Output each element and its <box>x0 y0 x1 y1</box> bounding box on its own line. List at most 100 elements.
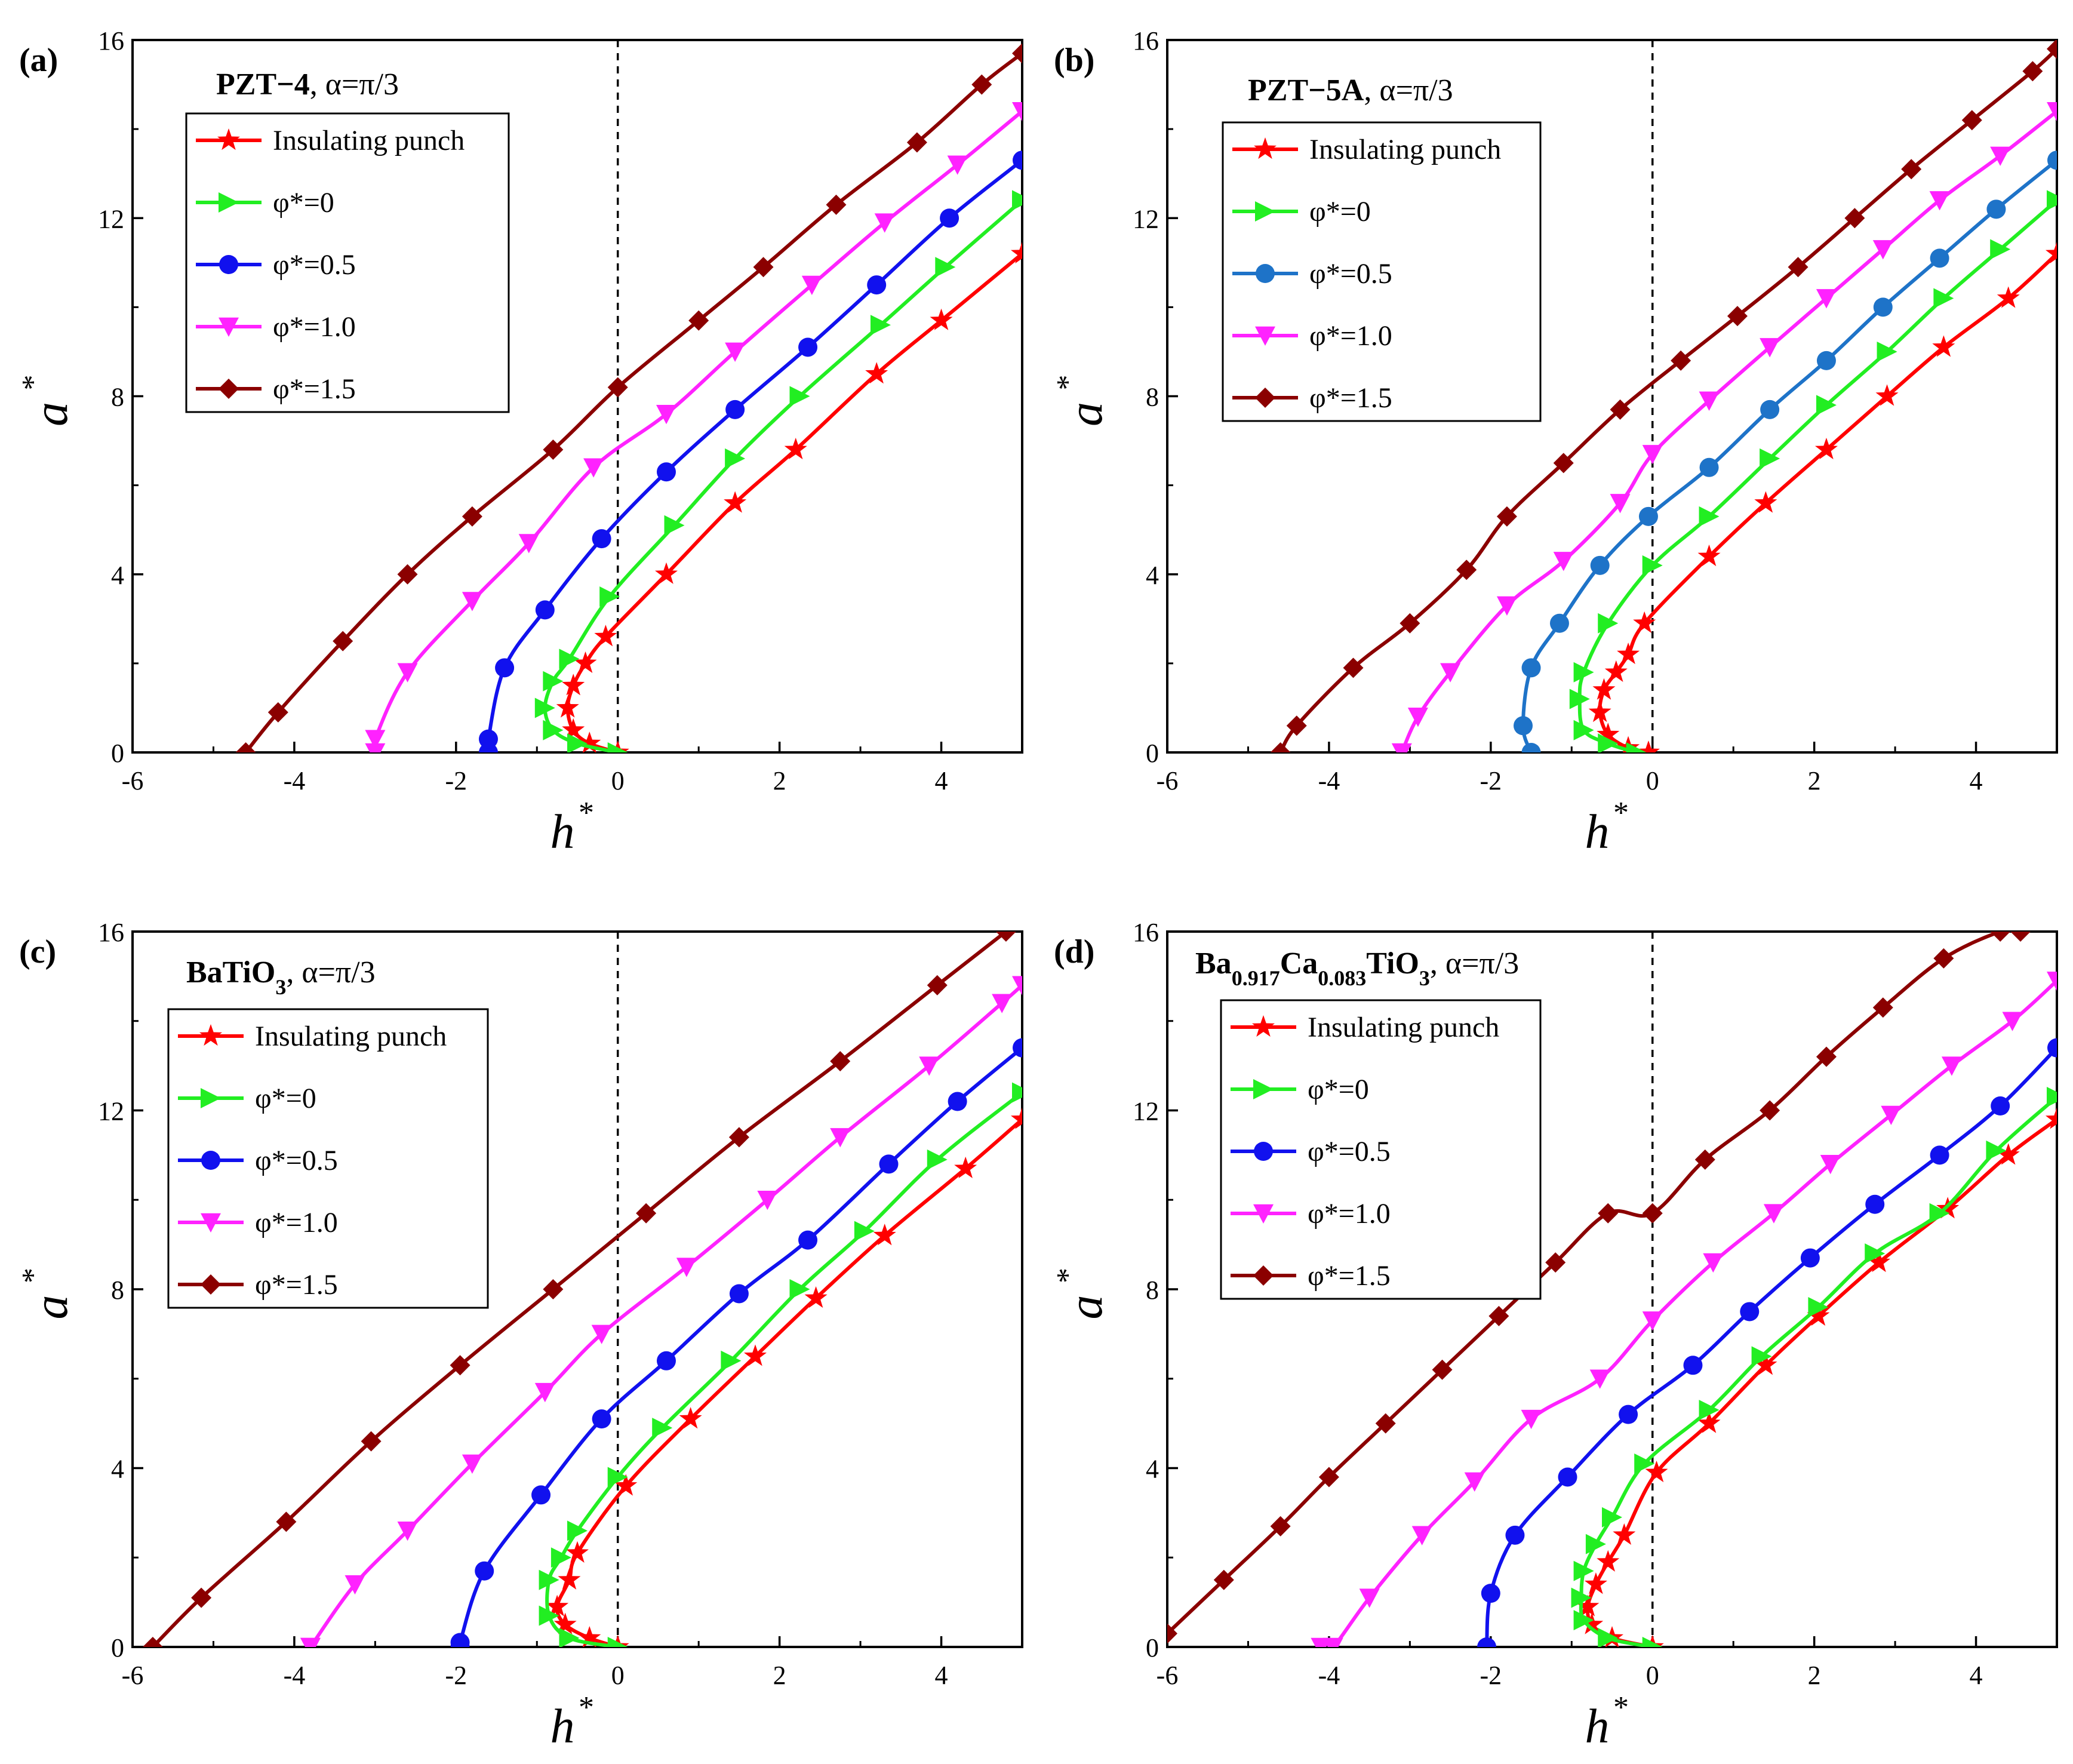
x-tick-label: -6 <box>122 766 144 795</box>
y-tick-label: 16 <box>98 918 124 947</box>
x-tick-label: 2 <box>773 1661 786 1690</box>
y-tick-label: 12 <box>1133 1097 1159 1126</box>
series-point <box>562 718 585 740</box>
series-line <box>543 198 1022 752</box>
series-point <box>594 625 617 647</box>
series-point <box>1619 1405 1638 1424</box>
series-point <box>1991 1096 2010 1116</box>
series-point <box>930 308 953 330</box>
series-point <box>1432 1359 1453 1380</box>
series-point <box>1814 437 1838 460</box>
legend-label: φ*=1.0 <box>1308 1198 1391 1230</box>
legend-label: φ*=0.5 <box>255 1145 338 1176</box>
legend-label: φ*=1.5 <box>255 1269 338 1301</box>
series-point <box>1440 663 1461 683</box>
series-line <box>1585 1117 2057 1647</box>
x-tick-label: 4 <box>1970 766 1983 795</box>
series-point <box>1521 658 1541 678</box>
title-separator: , <box>310 67 325 102</box>
series-point <box>948 1092 967 1111</box>
series-point <box>1642 445 1663 465</box>
legend-label: φ*=1.5 <box>1309 382 1392 414</box>
series-point <box>1597 1550 1620 1572</box>
series-point <box>1010 1107 1022 1129</box>
series-point <box>1012 43 1022 64</box>
series-point <box>654 562 678 584</box>
material-title: Ba0.917Ca0.083TiO3, α=π/3 <box>1195 946 1519 990</box>
series-point <box>543 720 564 740</box>
legend-marker <box>1255 201 1275 222</box>
series-point <box>1602 1507 1622 1528</box>
series-point <box>940 208 959 228</box>
legend-marker <box>201 1274 221 1295</box>
series-point <box>592 1409 611 1429</box>
y-tick-label: 8 <box>1146 383 1159 412</box>
x-tick-label: -4 <box>1318 766 1340 795</box>
title-segment: Ba <box>1195 946 1232 981</box>
series-point <box>1589 1369 1610 1389</box>
legend-marker <box>1255 388 1275 408</box>
series-point <box>1760 338 1780 358</box>
series-point <box>462 1454 482 1474</box>
series-point <box>2047 1038 2057 1058</box>
series-point <box>1322 1637 1343 1647</box>
series-point <box>789 1279 810 1299</box>
series-point <box>553 1612 577 1634</box>
series-point <box>652 1418 673 1439</box>
series-point <box>397 1522 418 1541</box>
series-point <box>1763 1204 1784 1224</box>
series-point <box>1343 657 1364 678</box>
series-point <box>1901 159 1922 180</box>
series-point <box>1642 1203 1663 1224</box>
series-point <box>676 1258 697 1277</box>
panel-label: (c) <box>19 933 56 970</box>
x-tick-label: -2 <box>445 766 467 795</box>
legend-marker <box>199 1024 223 1046</box>
material-title: BaTiO3, α=π/3 <box>186 955 376 999</box>
series-point <box>1411 1526 1432 1545</box>
legend-marker <box>219 379 239 399</box>
series-point <box>854 1221 875 1241</box>
series-point <box>865 362 888 384</box>
series-point <box>725 342 746 362</box>
series-point <box>1638 506 1658 526</box>
series-point <box>1929 1203 1950 1224</box>
y-tick-label: 0 <box>111 1633 124 1662</box>
series-point <box>562 674 585 696</box>
legend-label: Insulating punch <box>1309 134 1501 165</box>
series-point <box>1613 1523 1636 1545</box>
y-tick-label: 0 <box>111 739 124 768</box>
series-point <box>479 729 498 749</box>
series-point <box>534 697 555 718</box>
series-point <box>688 310 709 331</box>
series-point <box>1549 613 1569 633</box>
series-point <box>1573 662 1594 683</box>
series-point <box>1807 1304 1830 1326</box>
x-axis-title-sup: * <box>579 1691 594 1725</box>
series-point <box>559 649 580 669</box>
x-tick-label: -4 <box>284 1661 306 1690</box>
series-point <box>1598 1203 1619 1224</box>
panel-label: (a) <box>19 42 58 79</box>
title-segment: BaTiO <box>186 955 275 989</box>
x-tick-label: 4 <box>935 1661 948 1690</box>
legend-label: φ*=1.5 <box>1308 1260 1391 1292</box>
series-point <box>1553 552 1574 571</box>
series-point <box>2047 972 2057 991</box>
series-point <box>450 1355 470 1376</box>
x-tick-label: -6 <box>1157 766 1179 795</box>
y-tick-label: 16 <box>1133 26 1159 56</box>
y-tick-label: 8 <box>111 1276 124 1305</box>
series-point <box>1584 1572 1607 1594</box>
series-point <box>550 1547 571 1568</box>
series-point <box>567 1520 588 1541</box>
y-axis-title-sup: * <box>16 375 50 391</box>
series-point <box>1865 1243 1886 1264</box>
series-point <box>743 1344 767 1366</box>
title-subscript: 3 <box>275 975 286 999</box>
series-point <box>565 1541 589 1563</box>
series-point <box>1694 1149 1715 1170</box>
series-line <box>1400 109 2057 752</box>
series-point <box>1816 351 1836 370</box>
